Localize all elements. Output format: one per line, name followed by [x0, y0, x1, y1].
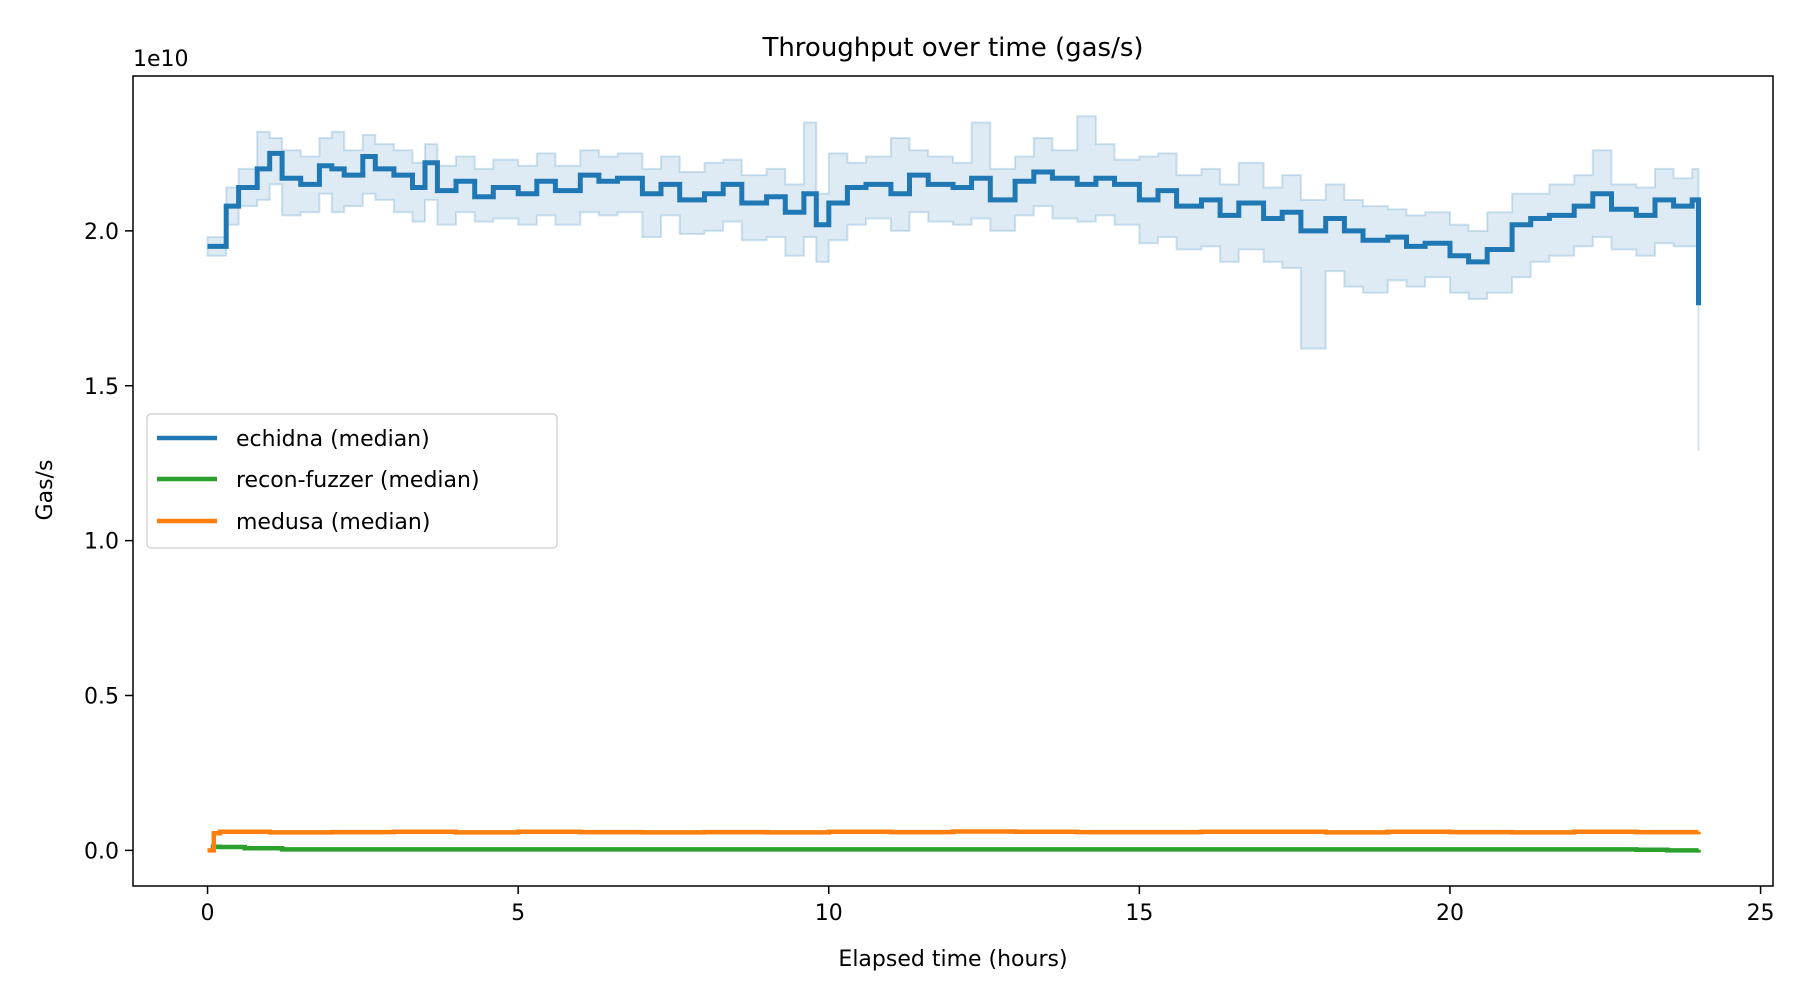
- y-tick-label: 0.0: [84, 839, 119, 864]
- x-tick-label: 20: [1436, 901, 1464, 926]
- x-tick-label: 10: [815, 901, 843, 926]
- legend: echidna (median) recon-fuzzer (median) m…: [146, 413, 558, 549]
- x-tick-label: 25: [1747, 901, 1775, 926]
- plot-frame: [132, 75, 1774, 887]
- y-tick-label: 2.0: [84, 220, 119, 245]
- y-axis-ticks: 0.0 0.5 1.0 1.5 2.0: [84, 220, 133, 864]
- echidna-median-line: [207, 150, 1701, 306]
- echidna-range-band: [206, 115, 1700, 451]
- chart-title: Throughput over time (gas/s): [761, 33, 1143, 63]
- y-tick-label: 1.0: [84, 530, 119, 555]
- line-layer: [207, 150, 1701, 853]
- x-tick-label: 15: [1125, 901, 1153, 926]
- x-tick-label: 0: [201, 901, 215, 926]
- legend-label-echidna: echidna (median): [236, 427, 430, 452]
- band-layer: [206, 115, 1700, 451]
- recon-fuzzer-median-line: [210, 844, 1701, 853]
- medusa-median-line: [207, 829, 1701, 853]
- y-axis-label: Gas/s: [33, 460, 58, 521]
- x-axis-ticks: 0 5 10 15 20 25: [201, 886, 1775, 926]
- y-tick-label: 1.5: [84, 375, 119, 400]
- legend-label-recon-fuzzer: recon-fuzzer (median): [236, 468, 480, 493]
- y-tick-label: 0.5: [84, 685, 119, 710]
- x-tick-label: 5: [511, 901, 525, 926]
- legend-box: [146, 413, 558, 549]
- legend-label-medusa: medusa (median): [236, 510, 430, 535]
- x-axis-label: Elapsed time (hours): [838, 947, 1067, 972]
- y-offset-label: 1e10: [133, 47, 189, 72]
